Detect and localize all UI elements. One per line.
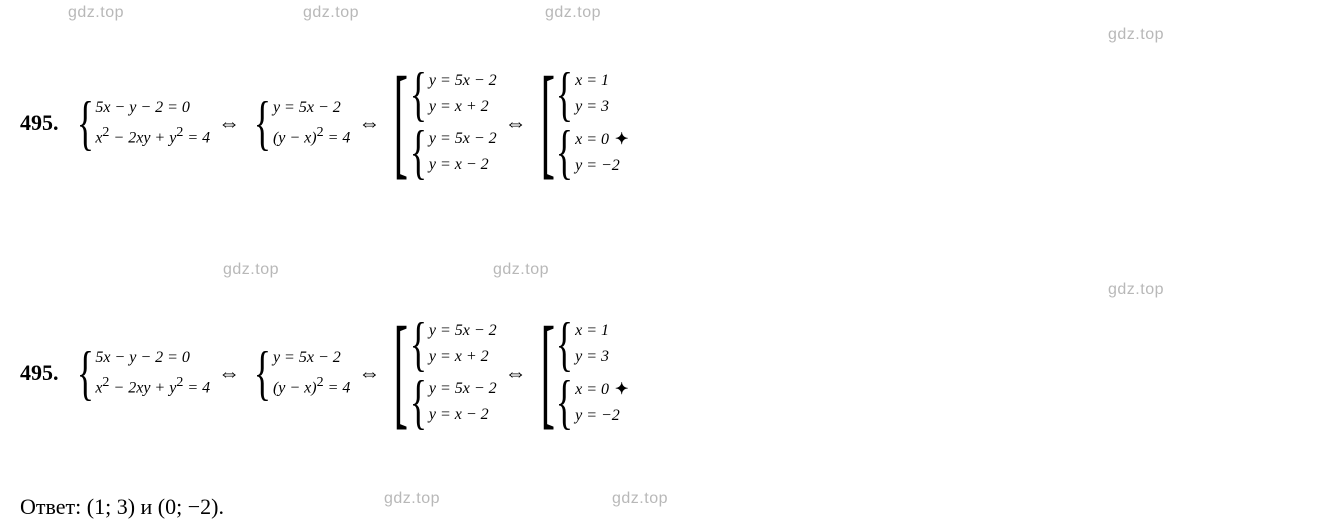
eq-line: y = 5x − 2 [273,349,350,367]
eq-line: (y − x)2 = 4 [273,375,350,397]
system-3: [ { y = 5x − 2 y = x + 2 { y = 5x − 2 y … [388,320,496,426]
system-3: [ { y = 5x − 2 y = x + 2 { y = 5x − 2 y … [388,70,496,176]
watermark: gdz.top [303,4,359,22]
eq-line: y = −2 [575,407,628,425]
eq-line: y = x + 2 [429,348,497,366]
iff-icon: ⇔ [218,360,240,386]
eq-line: y = 5x − 2 [429,322,497,340]
left-brace-icon: { [410,320,427,368]
iff-icon: ⇔ [505,360,527,386]
watermark: gdz.top [545,4,601,22]
problem-row-1: 495. { 5x − y − 2 = 0 x2 − 2xy + y2 = 4 … [20,70,628,176]
watermark: gdz.top [612,490,668,508]
left-brace-icon: { [556,378,573,426]
left-brace-icon: { [410,128,427,176]
smudge-icon: ✦ [615,381,628,398]
eq-line: y = 3 [575,348,609,366]
eq-line: 5x − y − 2 = 0 [95,99,210,117]
left-brace-icon: { [76,349,93,397]
system-2: { y = 5x − 2 (y − x)2 = 4 [248,99,350,147]
eq-line: 5x − y − 2 = 0 [95,349,210,367]
watermark: gdz.top [493,261,549,279]
eq-line: y = 5x − 2 [429,130,497,148]
answer-label: Ответ: [20,494,87,519]
watermark: gdz.top [68,4,124,22]
problem-number: 495. [20,360,59,386]
iff-icon: ⇔ [358,360,380,386]
system-4: [ { x = 1 y = 3 { x = 0✦ y = −2 [535,320,629,426]
answer-line: Ответ: (1; 3) и (0; −2). [20,494,224,520]
left-bracket-icon: [ [394,329,409,417]
left-brace-icon: { [556,70,573,118]
eq-line: x = 1 [575,72,609,90]
problem-row-2: 495. { 5x − y − 2 = 0 x2 − 2xy + y2 = 4 … [20,320,628,426]
left-bracket-icon: [ [540,79,555,167]
left-brace-icon: { [76,99,93,147]
eq-line: y = 5x − 2 [429,380,497,398]
answer-value: (1; 3) и (0; −2). [87,494,224,519]
problem-number: 495. [20,110,59,136]
left-bracket-icon: [ [394,79,409,167]
system-4: [ { x = 1 y = 3 { x = 0✦ y = −2 [535,70,629,176]
eq-line: y = 5x − 2 [273,99,350,117]
watermark: gdz.top [384,490,440,508]
left-brace-icon: { [556,320,573,368]
left-brace-icon: { [254,349,271,397]
eq-line: x2 − 2xy + y2 = 4 [95,125,210,147]
eq-line: x = 0✦ [575,379,628,399]
iff-icon: ⇔ [505,110,527,136]
left-brace-icon: { [410,378,427,426]
eq-line: y = 3 [575,98,609,116]
iff-icon: ⇔ [218,110,240,136]
system-2: { y = 5x − 2 (y − x)2 = 4 [248,349,350,397]
watermark: gdz.top [1108,281,1164,299]
watermark: gdz.top [223,261,279,279]
watermark: gdz.top [1108,26,1164,44]
system-1: { 5x − y − 2 = 0 x2 − 2xy + y2 = 4 [71,99,211,147]
system-1: { 5x − y − 2 = 0 x2 − 2xy + y2 = 4 [71,349,211,397]
left-brace-icon: { [410,70,427,118]
eq-line: x = 1 [575,322,609,340]
eq-line: x2 − 2xy + y2 = 4 [95,375,210,397]
eq-line: x = 0✦ [575,129,628,149]
eq-line: y = x − 2 [429,406,497,424]
eq-line: y = −2 [575,157,628,175]
eq-line: y = x + 2 [429,98,497,116]
eq-line: y = x − 2 [429,156,497,174]
smudge-icon: ✦ [615,131,628,148]
eq-line: (y − x)2 = 4 [273,125,350,147]
left-bracket-icon: [ [540,329,555,417]
iff-icon: ⇔ [358,110,380,136]
left-brace-icon: { [556,128,573,176]
eq-line: y = 5x − 2 [429,72,497,90]
left-brace-icon: { [254,99,271,147]
